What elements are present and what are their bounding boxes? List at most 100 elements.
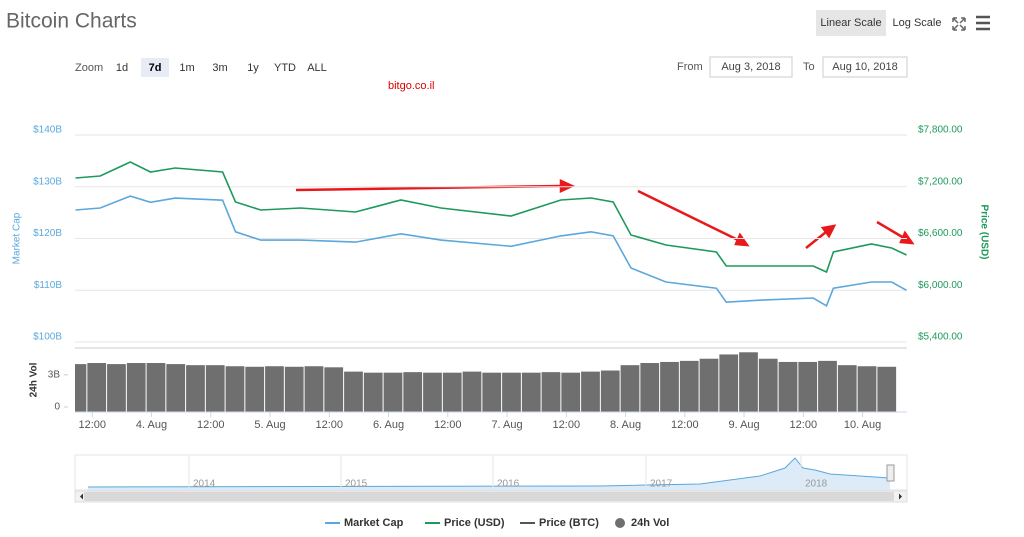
legend-item[interactable]: 24h Vol	[631, 517, 669, 529]
from-date: Aug 3, 2018	[721, 61, 780, 73]
x-tick-label: 12:00	[790, 419, 818, 431]
y-tick-label: $140B	[33, 125, 62, 136]
volume-bar	[383, 372, 403, 412]
volume-bar	[640, 363, 660, 412]
navigator-year: 2016	[497, 479, 520, 490]
volume-bar	[482, 372, 502, 412]
zoom-label: Zoom	[75, 62, 103, 74]
scale-button[interactable]: Log Scale	[893, 17, 942, 29]
x-tick-label: 4. Aug	[136, 419, 167, 431]
volume-bar	[265, 366, 284, 412]
scale-button[interactable]: Linear Scale	[820, 17, 881, 29]
y-tick-label: $100B	[33, 332, 62, 343]
volume-tick-label: 0	[54, 402, 60, 413]
volume-bar	[403, 372, 423, 412]
zoom-button[interactable]: 1y	[247, 62, 259, 74]
x-tick-label: 6. Aug	[373, 419, 404, 431]
y2-axis-title: Price (USD)	[978, 204, 989, 259]
volume-bar	[166, 364, 186, 412]
volume-bar	[561, 372, 581, 412]
from-input[interactable]	[709, 56, 793, 78]
scrollbar-thumb[interactable]	[84, 492, 894, 501]
y-axis-title: Market Cap	[12, 212, 23, 264]
volume-bar	[225, 366, 245, 412]
legend-item[interactable]: Price (BTC)	[539, 517, 599, 529]
volume-bar	[778, 361, 798, 412]
volume-bar	[620, 365, 640, 412]
chart-title: Bitcoin Charts	[6, 10, 137, 33]
navigator-year: 2014	[193, 479, 216, 490]
volume-bar	[442, 372, 462, 412]
fullscreen-icon[interactable]	[952, 17, 966, 31]
volume-bar	[87, 363, 107, 412]
y2-tick-label: $5,400.00	[918, 332, 963, 343]
navigator-line	[87, 457, 891, 488]
y2-tick-label: $7,800.00	[918, 125, 963, 136]
volume-bar	[679, 360, 699, 412]
menu-icon[interactable]	[976, 15, 990, 31]
y2-tick-label: $6,000.00	[918, 280, 963, 291]
x-tick-label: 12:00	[434, 419, 462, 431]
annotation-arrows	[295, 179, 915, 249]
volume-bar	[324, 367, 344, 412]
zoom-button[interactable]: 1d	[116, 62, 128, 74]
series-line	[75, 161, 907, 274]
volume-bar	[502, 372, 521, 412]
y-tick-label: $120B	[33, 228, 62, 239]
volume-bar	[304, 366, 324, 412]
volume-bar	[857, 366, 877, 412]
legend-item[interactable]: Price (USD)	[444, 517, 505, 529]
volume-bar	[581, 371, 600, 412]
to-label: To	[803, 61, 815, 73]
volume-bar	[462, 371, 482, 412]
volume-bar	[146, 363, 166, 412]
x-tick-label: 12:00	[316, 419, 344, 431]
volume-bar	[837, 365, 857, 412]
y2-tick-label: $6,600.00	[918, 228, 963, 239]
volume-bar	[818, 360, 837, 412]
legend-item[interactable]: Market Cap	[344, 517, 404, 529]
zoom-button-bg[interactable]	[141, 58, 169, 77]
volume-bar	[107, 364, 126, 412]
x-tick-label: 7. Aug	[491, 419, 522, 431]
zoom-button[interactable]: 3m	[212, 62, 227, 74]
volume-bar	[75, 364, 87, 412]
volume-bar	[660, 361, 679, 412]
volume-tick-label: 3B	[48, 369, 61, 380]
volume-axis-title: 24h Vol	[29, 362, 40, 397]
x-tick-label: 10. Aug	[844, 419, 881, 431]
volume-bar	[344, 371, 363, 412]
navigator-year: 2015	[345, 479, 368, 490]
from-label: From	[677, 61, 703, 73]
volume-bar	[521, 372, 541, 412]
x-tick-label: 12:00	[197, 419, 225, 431]
to-input[interactable]	[822, 56, 908, 78]
volume-bar	[245, 366, 265, 412]
zoom-button[interactable]: ALL	[307, 62, 327, 74]
navigator-area	[88, 458, 890, 490]
x-tick-label: 12:00	[671, 419, 699, 431]
x-tick-label: 12:00	[79, 419, 107, 431]
watermark: bitgo.co.il	[388, 80, 434, 92]
navigator-handle[interactable]	[886, 464, 895, 482]
to-date: Aug 10, 2018	[832, 61, 897, 73]
scale-button-bg[interactable]	[816, 10, 886, 36]
legend-swatch[interactable]	[615, 518, 625, 528]
volume-bar	[423, 372, 442, 412]
navigator-year: 2017	[650, 479, 673, 490]
series-line	[75, 195, 907, 307]
volume-bar	[126, 363, 146, 412]
navigator-year: 2018	[805, 479, 828, 490]
volume-bar	[739, 352, 758, 412]
volume-bar	[600, 370, 620, 412]
volume-bar	[284, 366, 304, 412]
x-tick-label: 12:00	[553, 419, 581, 431]
volume-bar	[541, 372, 561, 412]
x-tick-label: 9. Aug	[728, 419, 759, 431]
zoom-button[interactable]: 1m	[179, 62, 194, 74]
volume-bar	[877, 366, 897, 412]
zoom-button[interactable]: YTD	[274, 62, 296, 74]
volume-bar	[719, 354, 739, 412]
zoom-button[interactable]: 7d	[149, 62, 162, 74]
